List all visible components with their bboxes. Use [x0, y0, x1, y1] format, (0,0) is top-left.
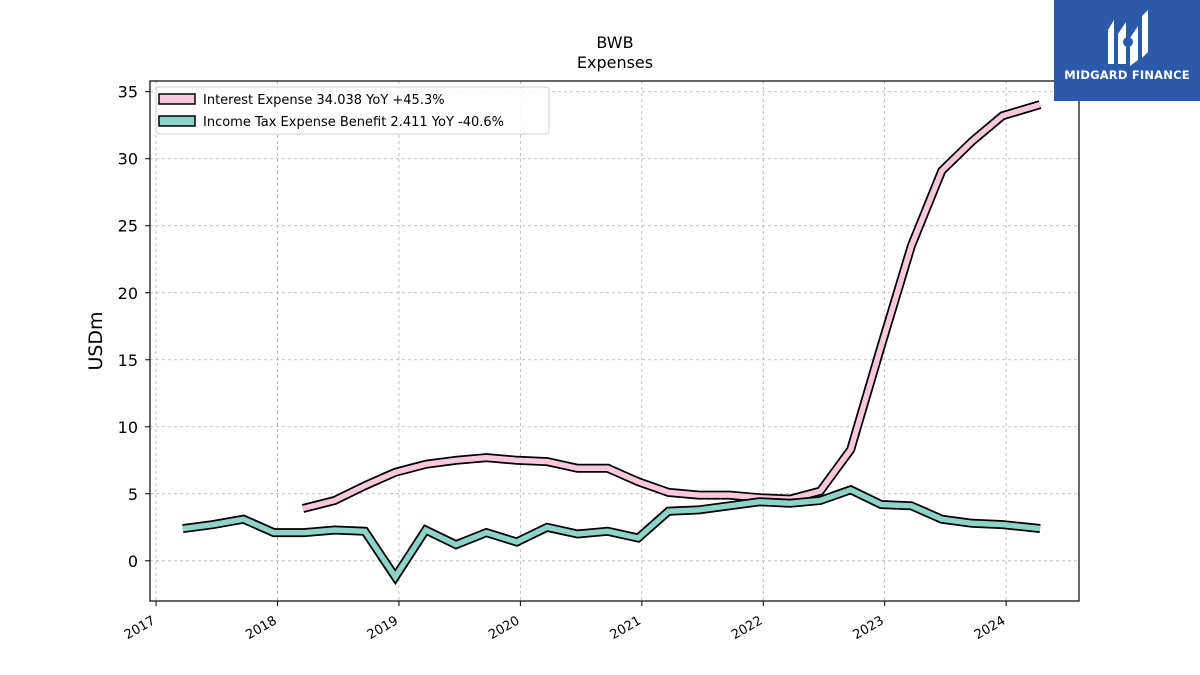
series-line-1	[182, 486, 1041, 582]
x-tick-label: 2019	[365, 613, 401, 643]
logo-text: MIDGARD FINANCE	[1064, 68, 1190, 82]
y-tick-label: 25	[118, 217, 138, 236]
grid	[150, 81, 1079, 601]
midgard-finance-logo: MIDGARD FINANCE	[1054, 0, 1200, 101]
x-tick-label: 2024	[972, 613, 1008, 643]
legend-label-interest-expense: Interest Expense 34.038 YoY +45.3%	[203, 93, 445, 108]
legend: Interest Expense 34.038 YoY +45.3% Incom…	[155, 86, 550, 135]
plot-area-frame	[149, 80, 1080, 602]
y-axis-label: USDm	[85, 311, 107, 370]
legend-label-income-tax: Income Tax Expense Benefit 2.411 YoY -40…	[203, 115, 504, 130]
series-line-0	[302, 101, 1041, 512]
chart-subtitle: Expenses	[577, 53, 653, 72]
x-tick-label: 2023	[851, 613, 887, 643]
chart-title: BWB	[596, 33, 633, 52]
legend-box	[155, 86, 550, 135]
series-outline-0	[301, 100, 1042, 513]
x-tick-label: 2018	[243, 613, 279, 643]
legend-swatch-income-tax	[158, 115, 196, 127]
y-tick-label: 30	[118, 150, 138, 169]
y-tick-label: 35	[118, 83, 138, 102]
y-tick-label: 20	[118, 284, 138, 303]
series-lines	[182, 100, 1042, 586]
x-tick-label: 2022	[729, 613, 765, 643]
y-tick-label: 10	[118, 418, 138, 437]
logo-mark-icon	[1108, 10, 1148, 66]
y-axis: 0 5 10 15 20 25 30 35	[118, 83, 150, 571]
x-axis: 2017 2018 2019 2020 2021 2022 2023 2024	[122, 601, 1008, 643]
x-tick-label: 2020	[486, 613, 522, 643]
y-tick-label: 15	[118, 351, 138, 370]
x-tick-label: 2021	[608, 613, 644, 643]
legend-swatch-interest-expense	[158, 93, 196, 105]
x-tick-label: 2017	[122, 613, 158, 643]
y-tick-label: 5	[128, 485, 138, 504]
y-tick-label: 0	[128, 552, 138, 571]
